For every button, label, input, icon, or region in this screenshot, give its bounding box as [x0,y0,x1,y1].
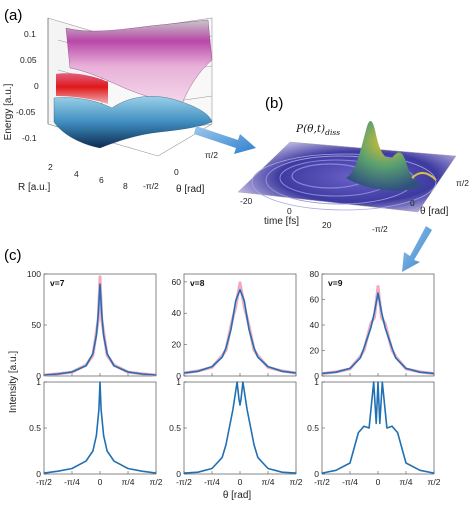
ytick-label: 0.5 [169,423,181,433]
a-ylabel: Energy [a.u.] [3,83,14,140]
xtick-label: -π/2 [36,477,52,487]
vibrational-level-label: v=9 [328,278,343,288]
subplot-c-top-1: 0 50 100 v=7 [27,269,157,381]
a-ytick--0.1: -0.1 [22,133,37,143]
ytick-label: 1 [36,377,41,387]
a-rtick-6: 6 [99,175,104,185]
xtick-label: -π/4 [64,477,80,487]
a-ytick-0.05: 0.05 [20,55,37,65]
vibrational-level-label: v=7 [50,278,65,288]
series-line [321,292,435,375]
b-thtick--pi2: -π/2 [372,224,388,234]
series-line [43,283,157,376]
arrow-a-to-b [194,126,256,154]
xtick-label: -π/4 [342,477,358,487]
panel-b-label: (b) [265,95,283,112]
panel-b-surface [237,121,457,213]
panel-a-label: (a) [4,7,22,24]
a-ytick--0.05: -0.05 [16,107,36,117]
ytick-label: 20 [172,340,182,350]
panel-a-y-ticks: 0.1 0.05 0 -0.05 -0.1 [16,29,39,143]
ytick-label: 50 [32,320,42,330]
ytick-label: 0 [36,371,41,381]
a-thtick-0: 0 [174,167,179,177]
a-rtick-8: 8 [123,181,128,191]
panel-a-theta-ticks: -π/2 0 π/2 [143,150,218,191]
potential-energy-surfaces [53,19,213,149]
b-ttick-20: 20 [322,220,332,230]
ytick-label: 20 [310,346,320,356]
panel-a-r-ticks: 2 4 6 8 [48,162,128,191]
ytick-label: 40 [310,320,320,330]
ytick-label: 60 [310,295,320,305]
b-thtick-pi2: π/2 [456,178,469,188]
a-thtick-pi2: π/2 [205,150,218,160]
series-line [43,381,157,474]
panel-b-time-ticks: -20 0 20 [240,196,332,230]
b-title: P(θ,t)diss [295,123,340,137]
xtick-label: 0 [376,477,381,487]
a-ytick-0.1: 0.1 [24,29,36,39]
subplot-c-top-3: 0 20 40 60 80 v=9 [310,269,435,381]
panel-c-label: (c) [4,247,22,264]
a-rtick-4: 4 [74,169,79,179]
subplot-c-bottom-2: 0 0.5 1 -π/2 -π/4 0 π/4 π/2 [169,377,303,487]
subplot-c-bottom-3: 0 0.5 1 -π/2 -π/4 0 π/4 π/2 [307,377,441,487]
subplot-c-top-2: 0 20 40 60 v=8 [172,273,297,381]
ytick-label: 40 [172,308,182,318]
xtick-label: π/2 [150,477,163,487]
series-line [183,381,297,474]
b-ttick-0: 0 [287,206,292,216]
c-xlabel: θ [rad] [223,490,252,501]
lower-surface-blue [53,96,213,149]
ytick-label: 0.5 [29,423,41,433]
subplot-frame [183,381,297,475]
xtick-label: π/4 [400,477,413,487]
b-xlabel: time [fs] [264,216,299,227]
subplot-c-bottom-1: 0 0.5 1 -π/2 -π/4 0 π/4 π/2 [29,377,163,487]
ytick-label: 0.5 [307,423,319,433]
dissociation-peak [346,121,424,191]
xtick-label: π/2 [290,477,303,487]
xtick-label: 0 [98,477,103,487]
a-rtick-2: 2 [48,162,53,172]
ytick-label: 0 [36,469,41,479]
series-line [183,288,297,374]
a-thtick--pi2: -π/2 [143,181,159,191]
ytick-label: 100 [27,269,41,279]
xtick-label: π/4 [262,477,275,487]
ytick-label: 0 [314,469,319,479]
middle-surface-red [56,73,108,104]
a-xlabel: R [a.u.] [18,182,50,193]
panel-b-theta-ticks: π/2 0 -π/2 [372,178,469,234]
ytick-label: 0 [314,371,319,381]
xtick-label: -π/2 [314,477,330,487]
series-line [321,381,435,474]
ytick-label: 1 [314,377,319,387]
xtick-label: π/2 [428,477,441,487]
a-ytick-0: 0 [34,81,39,91]
c-ylabel: Intensity [a.u.] [8,351,19,413]
b-zlabel: θ [rad] [420,206,449,217]
b-ttick--20: -20 [240,196,253,206]
arrow-b-to-c [402,226,432,272]
ytick-label: 80 [310,269,320,279]
ytick-label: 0 [176,469,181,479]
vibrational-level-label: v=8 [190,278,205,288]
ytick-label: 0 [176,371,181,381]
a-zlabel: θ [rad] [176,184,205,195]
xtick-label: -π/2 [176,477,192,487]
b-thtick-0: 0 [410,198,415,208]
ytick-label: 60 [172,277,182,287]
xtick-label: -π/4 [204,477,220,487]
xtick-label: 0 [238,477,243,487]
xtick-label: π/4 [122,477,135,487]
ytick-label: 1 [176,377,181,387]
